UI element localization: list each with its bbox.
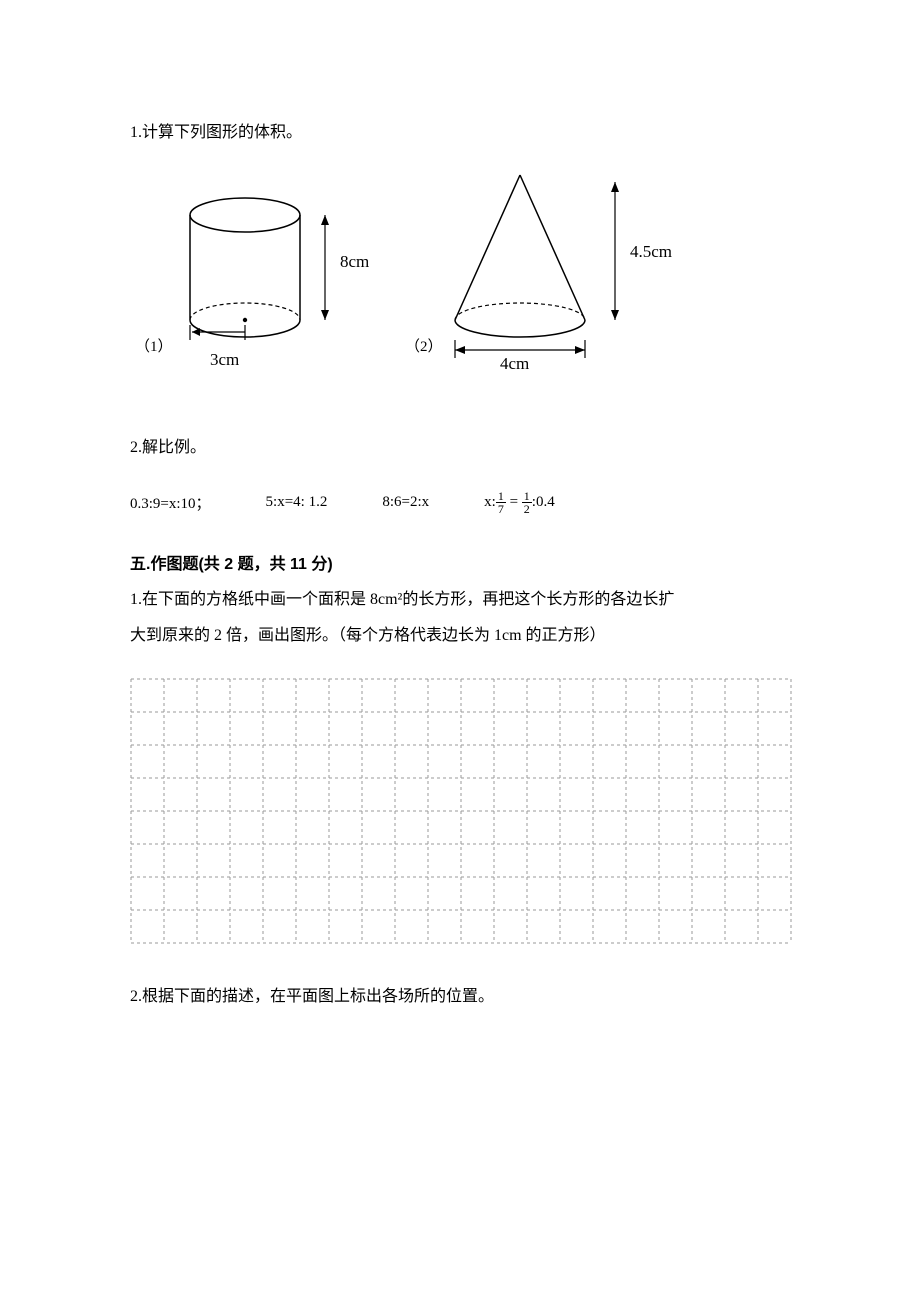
s5-q1-line2: 大到原来的 2 倍，画出图形。（每个方格代表边长为 1cm 的正方形） xyxy=(130,618,790,653)
cone-diagram xyxy=(420,160,680,370)
cone-diameter-label: 4cm xyxy=(500,354,529,374)
eq4-prefix: x: xyxy=(484,494,496,510)
section5-heading: 五.作图题(共 2 题，共 11 分) xyxy=(130,550,790,574)
eq4-suffix: :0.4 xyxy=(532,494,555,510)
fig2-number: （2） xyxy=(405,335,443,356)
grid-wrap xyxy=(130,678,790,944)
cone-height-label: 4.5cm xyxy=(630,242,672,262)
eq4-frac1: 17 xyxy=(496,490,506,515)
figures-row: 8cm 3cm （1） 4.5cm 4cm （2） xyxy=(130,180,790,390)
fig1-number: （1） xyxy=(135,335,173,356)
eq1: 0.3:9=x:10； xyxy=(130,492,211,513)
equations-row: 0.3:9=x:10； 5:x=4: 1.2 8:6=2:x x:17 = 12… xyxy=(130,490,790,515)
eq4: x:17 = 12:0.4 xyxy=(484,490,555,515)
eq2: 5:x=4: 1.2 xyxy=(266,494,328,511)
page: 1.计算下列图形的体积。 8cm xyxy=(0,0,920,1302)
cylinder-height-label: 8cm xyxy=(340,252,369,272)
eq4-mid: = xyxy=(506,494,522,510)
s5-q1-line1: 1.在下面的方格纸中画一个面积是 8cm²的长方形，再把这个长方形的各边长扩 xyxy=(130,582,790,617)
cylinder-diagram xyxy=(150,180,380,380)
eq4-frac2: 12 xyxy=(522,490,532,515)
q1-prompt: 1.计算下列图形的体积。 xyxy=(130,115,790,150)
dashed-grid xyxy=(130,678,792,944)
q2-prompt: 2.解比例。 xyxy=(130,430,790,465)
cylinder-radius-label: 3cm xyxy=(210,350,239,370)
s5-q2: 2.根据下面的描述，在平面图上标出各场所的位置。 xyxy=(130,979,790,1014)
eq3: 8:6=2:x xyxy=(382,494,429,511)
